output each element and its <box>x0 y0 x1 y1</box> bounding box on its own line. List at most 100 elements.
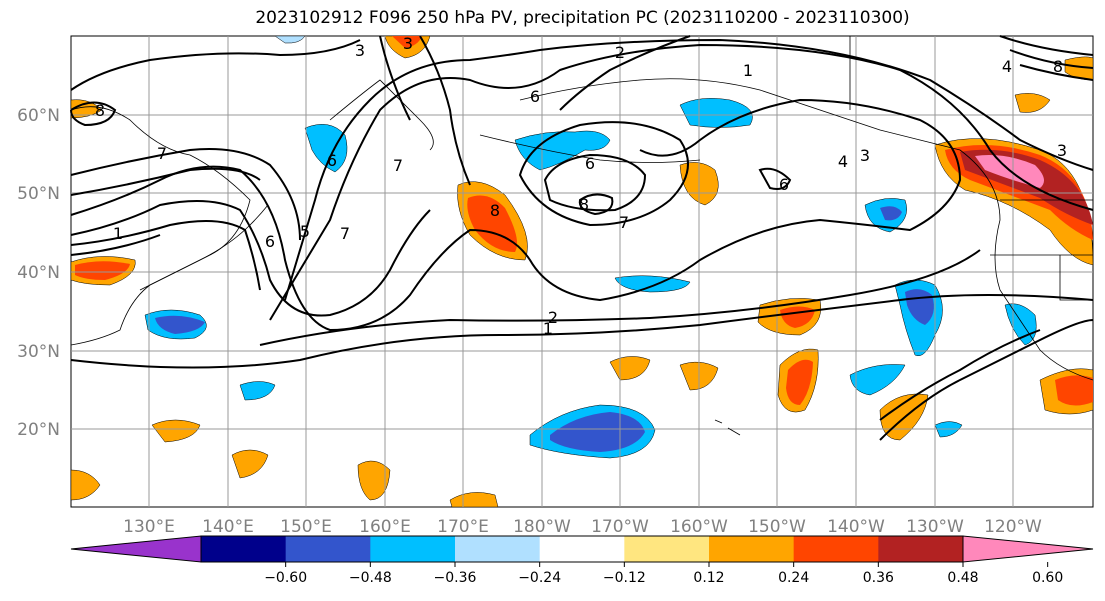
lat-label: 60°N <box>17 106 60 126</box>
lon-label: 160°W <box>670 517 728 537</box>
contour-label: 8 <box>95 101 105 120</box>
lon-label: 150°E <box>280 517 332 537</box>
lat-label: 20°N <box>17 420 60 440</box>
contour-label: 6 <box>585 154 595 173</box>
contour-label: 7 <box>393 156 403 175</box>
map-title: 2023102912 F096 250 hPa PV, precipitatio… <box>255 8 910 28</box>
contour-6 <box>70 200 431 317</box>
contour-label: 8 <box>1053 57 1063 76</box>
contour-label: 6 <box>327 151 337 170</box>
latitude-labels: 60°N 50°N 40°N 30°N 20°N <box>17 106 60 440</box>
contour-label: 4 <box>838 152 848 171</box>
colorbar-extend-high <box>962 535 1094 563</box>
contour-3 <box>269 43 1094 321</box>
lon-label: 170°E <box>437 517 489 537</box>
warm-area-east-2-core <box>786 359 813 405</box>
lat-label: 30°N <box>17 342 60 362</box>
colorbar-bin <box>878 536 964 562</box>
colorbar: −0.60 −0.48 −0.36 −0.24 −0.12 0.12 0.24 0.36 0.4… <box>70 535 1094 586</box>
contour-label: 3 <box>1057 141 1067 160</box>
contour-label: 2 <box>615 43 625 62</box>
contour-18 <box>879 329 1041 421</box>
colorbar-tick-label: −0.60 <box>264 570 307 586</box>
colorbar-tick-label: −0.48 <box>349 570 392 586</box>
warm-area-sub-3 <box>357 460 391 501</box>
lon-label: 140°E <box>202 517 254 537</box>
warm-area-nw <box>70 99 103 119</box>
lat-label: 40°N <box>17 263 60 283</box>
blue-area-mid-sub <box>614 275 691 293</box>
contour-label: 8 <box>490 201 500 220</box>
contour-17 <box>879 319 1094 441</box>
plot-area <box>70 35 1094 508</box>
contour-8 <box>518 121 689 227</box>
lat-label: 50°N <box>17 184 60 204</box>
contour-label: 8 <box>579 195 589 214</box>
pv-contours <box>70 35 1094 441</box>
contour-2 <box>259 249 981 346</box>
colorbar-extend-low <box>70 535 202 563</box>
contour-21 <box>379 35 411 121</box>
contour-1 <box>70 294 1094 369</box>
colorbar-bin <box>285 536 371 562</box>
warm-area-ne-1 <box>1014 93 1051 113</box>
warm-area-sub-4 <box>449 492 499 508</box>
blue-area-sw <box>239 381 276 401</box>
blue-area-small-2 <box>274 35 306 44</box>
contour-label: 3 <box>355 41 365 60</box>
blue-area-subtropic-core <box>550 412 645 452</box>
colorbar-tick-label: −0.36 <box>434 570 477 586</box>
japan-coast <box>139 204 269 291</box>
contour-label: 7 <box>340 224 350 243</box>
hawaii <box>714 419 741 436</box>
colorbar-tick-label: 0.12 <box>693 570 724 586</box>
contour-4 <box>284 38 1094 301</box>
blue-area-kamchatka <box>304 124 348 173</box>
lon-label: 130°E <box>123 517 175 537</box>
colorbar-tick-label: 0.36 <box>863 570 894 586</box>
contour-13 <box>70 148 301 241</box>
contour-label: 6 <box>265 232 275 251</box>
longitude-labels: 130°E 140°E 150°E 160°E 170°E 180°W 170°W 160°W… <box>123 517 1042 537</box>
contour-label: 3 <box>403 34 413 53</box>
contour-label: 1 <box>743 61 753 80</box>
contour-16 <box>758 167 792 190</box>
warm-area-west-edge <box>70 469 101 501</box>
contour-label: 2 <box>548 308 558 327</box>
warm-area-sub-2 <box>231 449 269 479</box>
lon-label: 140°W <box>827 517 885 537</box>
contour-label: 6 <box>530 87 540 106</box>
contour-label: 6 <box>779 175 789 194</box>
contour-label: 7 <box>619 213 629 232</box>
warm-area-japan-north-core <box>75 261 130 280</box>
kamchatka-coast <box>329 79 434 151</box>
lon-label: 120°W <box>984 517 1042 537</box>
colorbar-bin <box>539 536 625 562</box>
warm-area-sub-1 <box>151 419 201 443</box>
contour-15 <box>70 234 161 256</box>
gridlines <box>71 36 1093 507</box>
colorbar-tick-label: 0.60 <box>1032 570 1063 586</box>
colorbar-bin <box>455 536 541 562</box>
contour-7 <box>70 220 261 291</box>
contour-label: 4 <box>1002 57 1012 76</box>
contour-5 <box>70 98 962 332</box>
warm-area-north-core <box>392 36 422 48</box>
contour-19 <box>999 35 1094 81</box>
colorbar-bin <box>624 536 710 562</box>
contour-12 <box>70 101 117 127</box>
contour-label: 1 <box>543 319 553 338</box>
contour-label: 7 <box>157 144 167 163</box>
lon-label: 170°W <box>591 517 649 537</box>
colorbar-bin <box>793 536 879 562</box>
colorbar-bin <box>201 536 287 562</box>
lon-label: 160°E <box>359 517 411 537</box>
contour-14 <box>70 167 261 196</box>
colorbar-tick-label: −0.12 <box>603 570 646 586</box>
lon-label: 150°W <box>748 517 806 537</box>
lon-label: 130°W <box>906 517 964 537</box>
colorbar-bin <box>709 536 795 562</box>
contour-label: 5 <box>300 222 310 241</box>
